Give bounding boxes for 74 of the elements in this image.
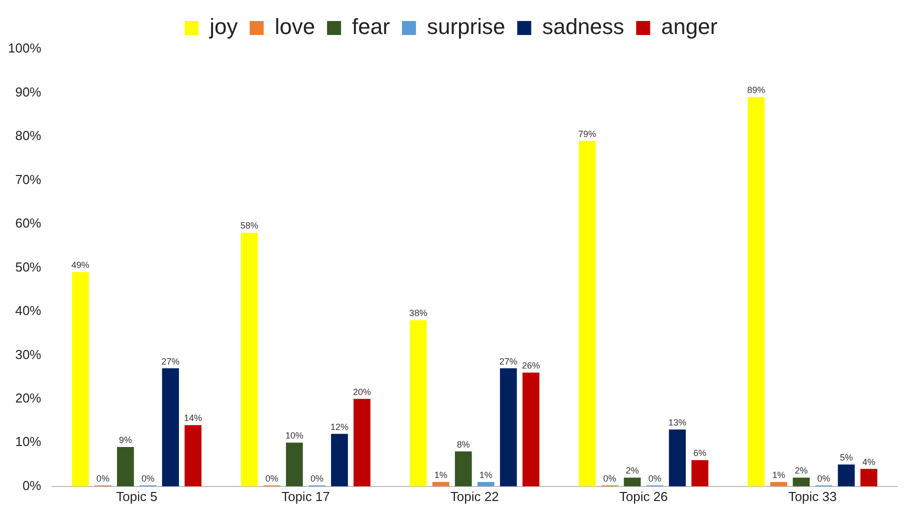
data-label: 27% [499, 356, 518, 366]
bar [748, 97, 765, 486]
y-tick-label: 70% [15, 172, 42, 187]
bar [838, 464, 855, 486]
bar [477, 482, 494, 486]
legend-label: joy [208, 14, 238, 40]
y-tick-label: 100% [8, 40, 42, 56]
data-label: 1% [772, 470, 786, 480]
bar [72, 272, 89, 486]
x-tick-label: Topic 17 [281, 488, 330, 504]
data-label: 1% [434, 470, 448, 480]
bar [454, 451, 472, 486]
bar [691, 460, 708, 486]
y-tick-label: 40% [15, 303, 42, 318]
data-label: 9% [118, 435, 132, 446]
bar [624, 478, 641, 486]
data-label: 0% [648, 473, 662, 484]
data-label: 12% [330, 422, 348, 432]
y-tick-label: 10% [15, 434, 42, 450]
data-label: 6% [693, 448, 706, 458]
x-tick-label: Topic 26 [619, 488, 668, 504]
data-label: 0% [817, 473, 830, 484]
data-label: 2% [794, 466, 808, 476]
data-label: 0% [96, 473, 110, 484]
y-tick-label: 60% [15, 216, 42, 231]
y-tick-label: 80% [15, 128, 42, 144]
data-label: 0% [265, 473, 278, 484]
bar [792, 478, 810, 486]
data-label: 49% [71, 260, 90, 270]
data-label: 58% [240, 220, 258, 231]
data-label: 0% [310, 473, 324, 484]
bar [331, 434, 348, 486]
x-tick-label: Topic 33 [788, 488, 837, 504]
y-tick-label: 30% [15, 346, 42, 362]
bar [354, 398, 370, 486]
data-label: 79% [578, 128, 596, 139]
data-label: 26% [522, 360, 540, 371]
data-label: 10% [285, 430, 304, 441]
y-tick-label: 0% [22, 478, 42, 493]
data-label: 2% [626, 466, 639, 476]
legend-label: fear [352, 14, 390, 40]
legend-label: anger [661, 14, 718, 40]
data-label: 0% [603, 473, 616, 484]
bar [432, 482, 450, 486]
data-label: 5% [840, 452, 853, 463]
y-tick-label: 20% [15, 390, 42, 406]
bar [578, 140, 596, 486]
legend-label: surprise [426, 14, 506, 40]
bar [240, 232, 258, 486]
legend-label: sadness [542, 14, 624, 40]
bar [162, 368, 179, 486]
bar [184, 425, 202, 486]
x-tick-label: Topic 22 [450, 488, 499, 504]
data-label: 13% [668, 418, 686, 428]
data-label: 4% [862, 456, 876, 467]
y-tick-label: 90% [15, 84, 42, 100]
data-label: 20% [352, 386, 371, 397]
data-label: 1% [479, 470, 492, 480]
data-label: 8% [456, 439, 470, 450]
data-label: 0% [141, 473, 154, 484]
bar [668, 430, 686, 486]
data-label: 38% [409, 308, 428, 318]
bar [500, 368, 517, 486]
data-label: 27% [162, 356, 180, 366]
x-tick-label: Topic 5 [116, 488, 158, 504]
bar [522, 372, 540, 486]
data-label: 89% [747, 85, 766, 96]
bar [860, 468, 878, 486]
bar [286, 442, 303, 486]
y-tick-label: 50% [15, 259, 42, 274]
bar [117, 447, 134, 486]
legend-label: love [274, 14, 316, 40]
bar [410, 320, 427, 486]
data-label: 14% [184, 413, 202, 424]
